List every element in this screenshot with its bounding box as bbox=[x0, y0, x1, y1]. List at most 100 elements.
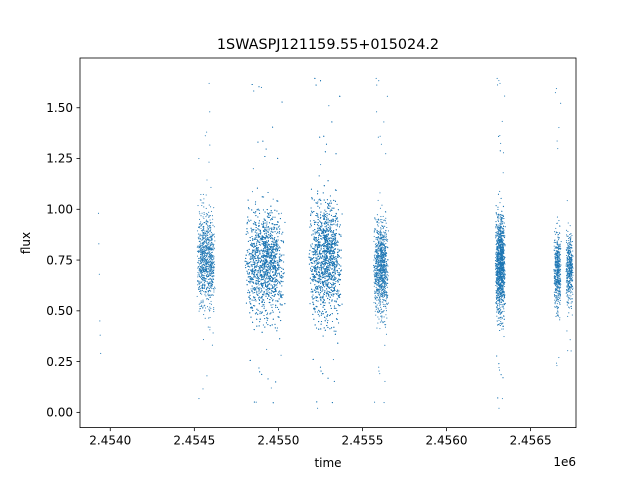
data-point bbox=[275, 248, 277, 250]
data-point bbox=[211, 235, 213, 238]
data-point bbox=[250, 244, 252, 247]
data-point bbox=[261, 269, 263, 271]
data-point bbox=[244, 260, 246, 262]
data-point bbox=[210, 290, 212, 292]
data-point bbox=[206, 221, 208, 223]
data-point bbox=[207, 326, 209, 328]
data-point bbox=[210, 267, 212, 269]
data-point bbox=[265, 225, 267, 227]
data-point bbox=[258, 233, 260, 235]
data-point bbox=[265, 227, 267, 229]
data-point bbox=[278, 272, 280, 274]
data-point bbox=[253, 329, 255, 331]
data-point bbox=[269, 292, 271, 294]
data-point bbox=[281, 254, 283, 256]
data-point bbox=[263, 274, 266, 276]
data-point bbox=[254, 313, 256, 315]
data-point bbox=[212, 234, 215, 236]
data-point bbox=[210, 237, 212, 239]
data-point bbox=[268, 261, 270, 263]
data-point bbox=[276, 250, 279, 252]
data-point bbox=[255, 287, 257, 289]
data-point bbox=[205, 242, 208, 244]
data-point bbox=[259, 275, 261, 277]
data-point bbox=[257, 234, 259, 236]
data-point bbox=[259, 268, 261, 270]
data-point bbox=[269, 313, 271, 315]
data-point bbox=[251, 83, 253, 86]
data-point bbox=[202, 244, 204, 246]
data-point bbox=[265, 273, 267, 275]
data-point bbox=[202, 268, 204, 270]
data-point bbox=[207, 278, 209, 281]
data-point bbox=[274, 240, 276, 242]
data-point bbox=[209, 239, 211, 242]
data-point bbox=[260, 297, 262, 299]
data-point bbox=[258, 299, 261, 301]
data-point bbox=[258, 241, 260, 243]
data-point bbox=[265, 285, 267, 287]
data-point bbox=[199, 223, 201, 225]
data-point bbox=[267, 191, 269, 194]
data-point bbox=[273, 256, 275, 258]
data-point bbox=[256, 252, 258, 254]
data-point bbox=[265, 247, 267, 249]
data-point bbox=[261, 243, 263, 245]
data-point bbox=[274, 293, 276, 296]
data-point bbox=[199, 305, 201, 308]
data-point bbox=[255, 257, 257, 260]
data-point bbox=[251, 229, 253, 231]
data-point bbox=[206, 262, 208, 264]
data-point bbox=[246, 249, 248, 252]
data-point bbox=[207, 295, 209, 297]
data-point bbox=[197, 226, 200, 228]
data-point bbox=[263, 255, 265, 257]
data-point bbox=[197, 238, 200, 240]
data-point bbox=[270, 296, 272, 298]
data-point bbox=[210, 271, 212, 273]
data-point bbox=[202, 339, 204, 341]
data-point bbox=[276, 224, 278, 226]
data-point bbox=[274, 254, 276, 256]
data-point bbox=[264, 261, 266, 263]
data-point bbox=[207, 266, 210, 268]
data-point bbox=[200, 291, 202, 293]
data-point bbox=[275, 381, 277, 383]
data-point bbox=[257, 309, 259, 311]
data-point bbox=[211, 285, 213, 287]
data-point bbox=[277, 244, 279, 246]
data-point bbox=[282, 276, 284, 278]
data-point bbox=[252, 270, 254, 272]
data-point bbox=[252, 229, 254, 231]
data-point bbox=[267, 268, 269, 270]
data-point bbox=[203, 242, 205, 244]
data-point bbox=[204, 246, 206, 248]
data-point bbox=[199, 282, 201, 284]
data-point bbox=[205, 234, 207, 236]
data-point bbox=[278, 274, 281, 276]
data-point bbox=[320, 164, 322, 166]
data-point bbox=[271, 265, 273, 267]
data-point bbox=[279, 276, 281, 278]
data-point bbox=[272, 231, 274, 233]
data-point bbox=[272, 198, 274, 200]
data-point bbox=[267, 244, 269, 246]
data-point bbox=[213, 233, 215, 235]
data-point bbox=[212, 281, 214, 284]
data-point bbox=[269, 227, 271, 229]
data-point bbox=[253, 275, 255, 277]
data-point bbox=[325, 318, 327, 320]
data-point bbox=[268, 244, 270, 246]
data-point bbox=[271, 218, 274, 220]
data-point bbox=[281, 294, 283, 296]
data-point bbox=[274, 236, 276, 239]
data-point bbox=[198, 264, 201, 266]
data-point bbox=[248, 269, 250, 271]
data-point bbox=[262, 251, 264, 253]
data-point bbox=[258, 325, 260, 327]
data-point bbox=[272, 252, 274, 254]
data-point bbox=[248, 296, 250, 298]
data-point bbox=[211, 269, 213, 271]
data-point bbox=[200, 227, 202, 230]
data-point bbox=[200, 246, 202, 248]
